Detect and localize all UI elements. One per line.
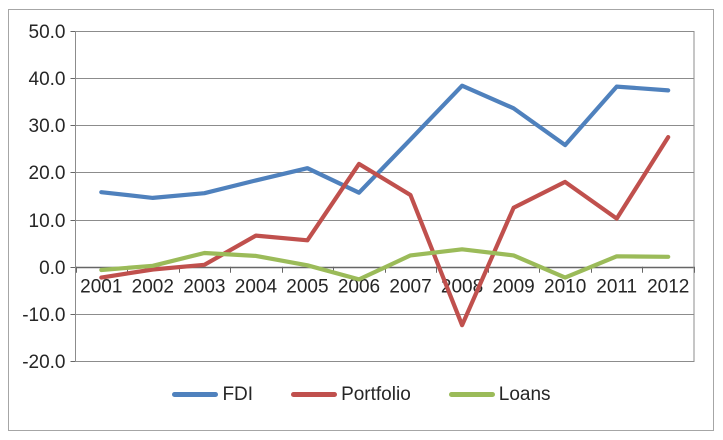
y-tick-label: 30.0 [29,116,66,137]
y-tick-label: 50.0 [29,22,66,43]
series-line-fdi [99,83,671,200]
legend-label-portfolio: Portfolio [341,383,411,405]
y-tick-label: 10.0 [29,211,66,232]
y-tick-label: -20.0 [22,352,65,373]
y-tick-label: 40.0 [29,69,66,90]
x-tick-label: 2007 [389,277,431,298]
legend-label-loans: Loans [498,383,551,405]
series-line-portfolio [99,135,671,328]
y-tick-label: -10.0 [22,305,65,326]
x-tick-label: 2011 [596,277,637,298]
legend-item-portfolio: Portfolio [291,385,411,404]
x-tick-label: 2006 [338,277,380,298]
legend-item-fdi: FDI [172,385,253,404]
plot-border [75,31,695,362]
y-tick-label: 20.0 [29,163,66,184]
x-tick-label: 2009 [492,277,534,298]
x-tick-label: 2001 [80,277,122,298]
x-tick-label: 2012 [647,277,689,298]
legend-label-fdi: FDI [222,383,254,405]
x-tick-label: 2010 [544,277,586,298]
x-tick-label: 2004 [235,277,278,298]
fdi-line-swatch [172,391,219,397]
x-tick-label: 2005 [286,277,328,298]
x-tick-label: 2008 [441,277,483,298]
loans-line-swatch [448,391,495,397]
y-tick-label: 0.0 [39,258,65,279]
chart-legend: FDI Portfolio Loans [0,381,723,407]
portfolio-line-swatch [291,391,338,397]
legend-item-loans: Loans [448,383,551,405]
x-tick-label: 2002 [132,277,174,298]
x-tick-label: 2003 [183,277,225,298]
series-line-loans [99,247,671,282]
